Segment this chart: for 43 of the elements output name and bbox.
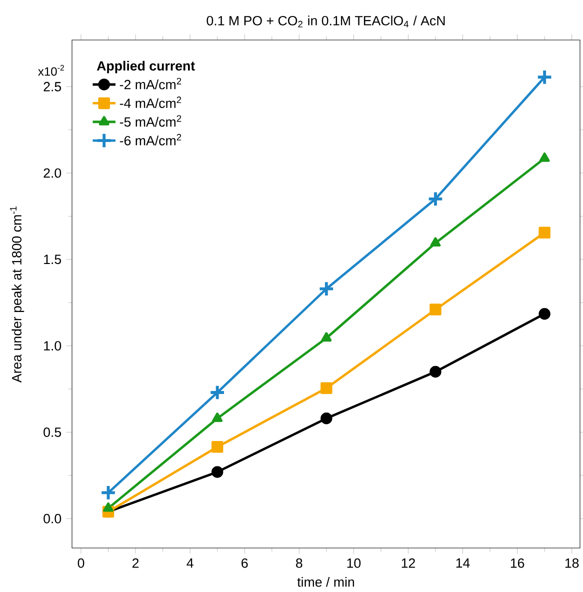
point xyxy=(209,384,226,401)
point xyxy=(538,226,550,239)
point xyxy=(100,484,116,501)
point xyxy=(320,382,332,394)
x-tick-label: 4 xyxy=(186,558,194,568)
x-tick-label: 16 xyxy=(510,558,524,568)
y-tick-label: 0.0 xyxy=(44,514,62,524)
point xyxy=(211,466,224,478)
point xyxy=(318,280,335,297)
x-tick-label: 14 xyxy=(456,558,470,568)
point xyxy=(430,237,441,247)
y-tick-label: 0.5 xyxy=(44,428,62,437)
x-tick-label: 8 xyxy=(296,558,302,568)
point xyxy=(212,412,223,422)
legend-title: Applied current xyxy=(96,60,195,74)
point xyxy=(430,304,442,316)
y-tick-label: 1.0 xyxy=(44,341,62,351)
legend-label: -5 mA/cm$^{2}$ xyxy=(120,115,182,127)
x-tick-label: 10 xyxy=(347,558,361,568)
point xyxy=(539,152,550,162)
point xyxy=(321,332,332,342)
x-axis-title: time / min xyxy=(297,576,354,587)
y-tick-label: 1.5 xyxy=(44,254,62,264)
point xyxy=(536,69,553,86)
point xyxy=(430,366,442,378)
x-tick-label: 12 xyxy=(402,558,415,568)
legend-label: -6 mA/cm$^{2}$ xyxy=(120,134,182,146)
x-tick-label: 2 xyxy=(132,558,139,568)
y-tick-label: 2.0 xyxy=(44,168,62,178)
x-tick-label: 0 xyxy=(78,558,84,568)
y-axis-title: Area under peak at 1800 cm$^{-1}$ xyxy=(10,206,24,383)
text: x10$^{-2}$ xyxy=(38,64,64,76)
point xyxy=(211,441,224,453)
point xyxy=(320,412,332,424)
x-tick-label: 6 xyxy=(242,558,248,568)
x-tick-label: 18 xyxy=(565,558,579,568)
legend-label: -2 mA/cm$^{2}$ xyxy=(120,78,182,90)
chart-title: 0.1 M PO + CO$_{2}$ in 0.1M TEAClO$_{4}$ / AcN xyxy=(206,16,445,28)
point xyxy=(538,308,550,320)
point xyxy=(103,502,114,512)
point xyxy=(427,190,444,208)
y-tick-label: 2.5 xyxy=(44,82,62,92)
legend-label: -4 mA/cm$^{2}$ xyxy=(120,96,182,108)
